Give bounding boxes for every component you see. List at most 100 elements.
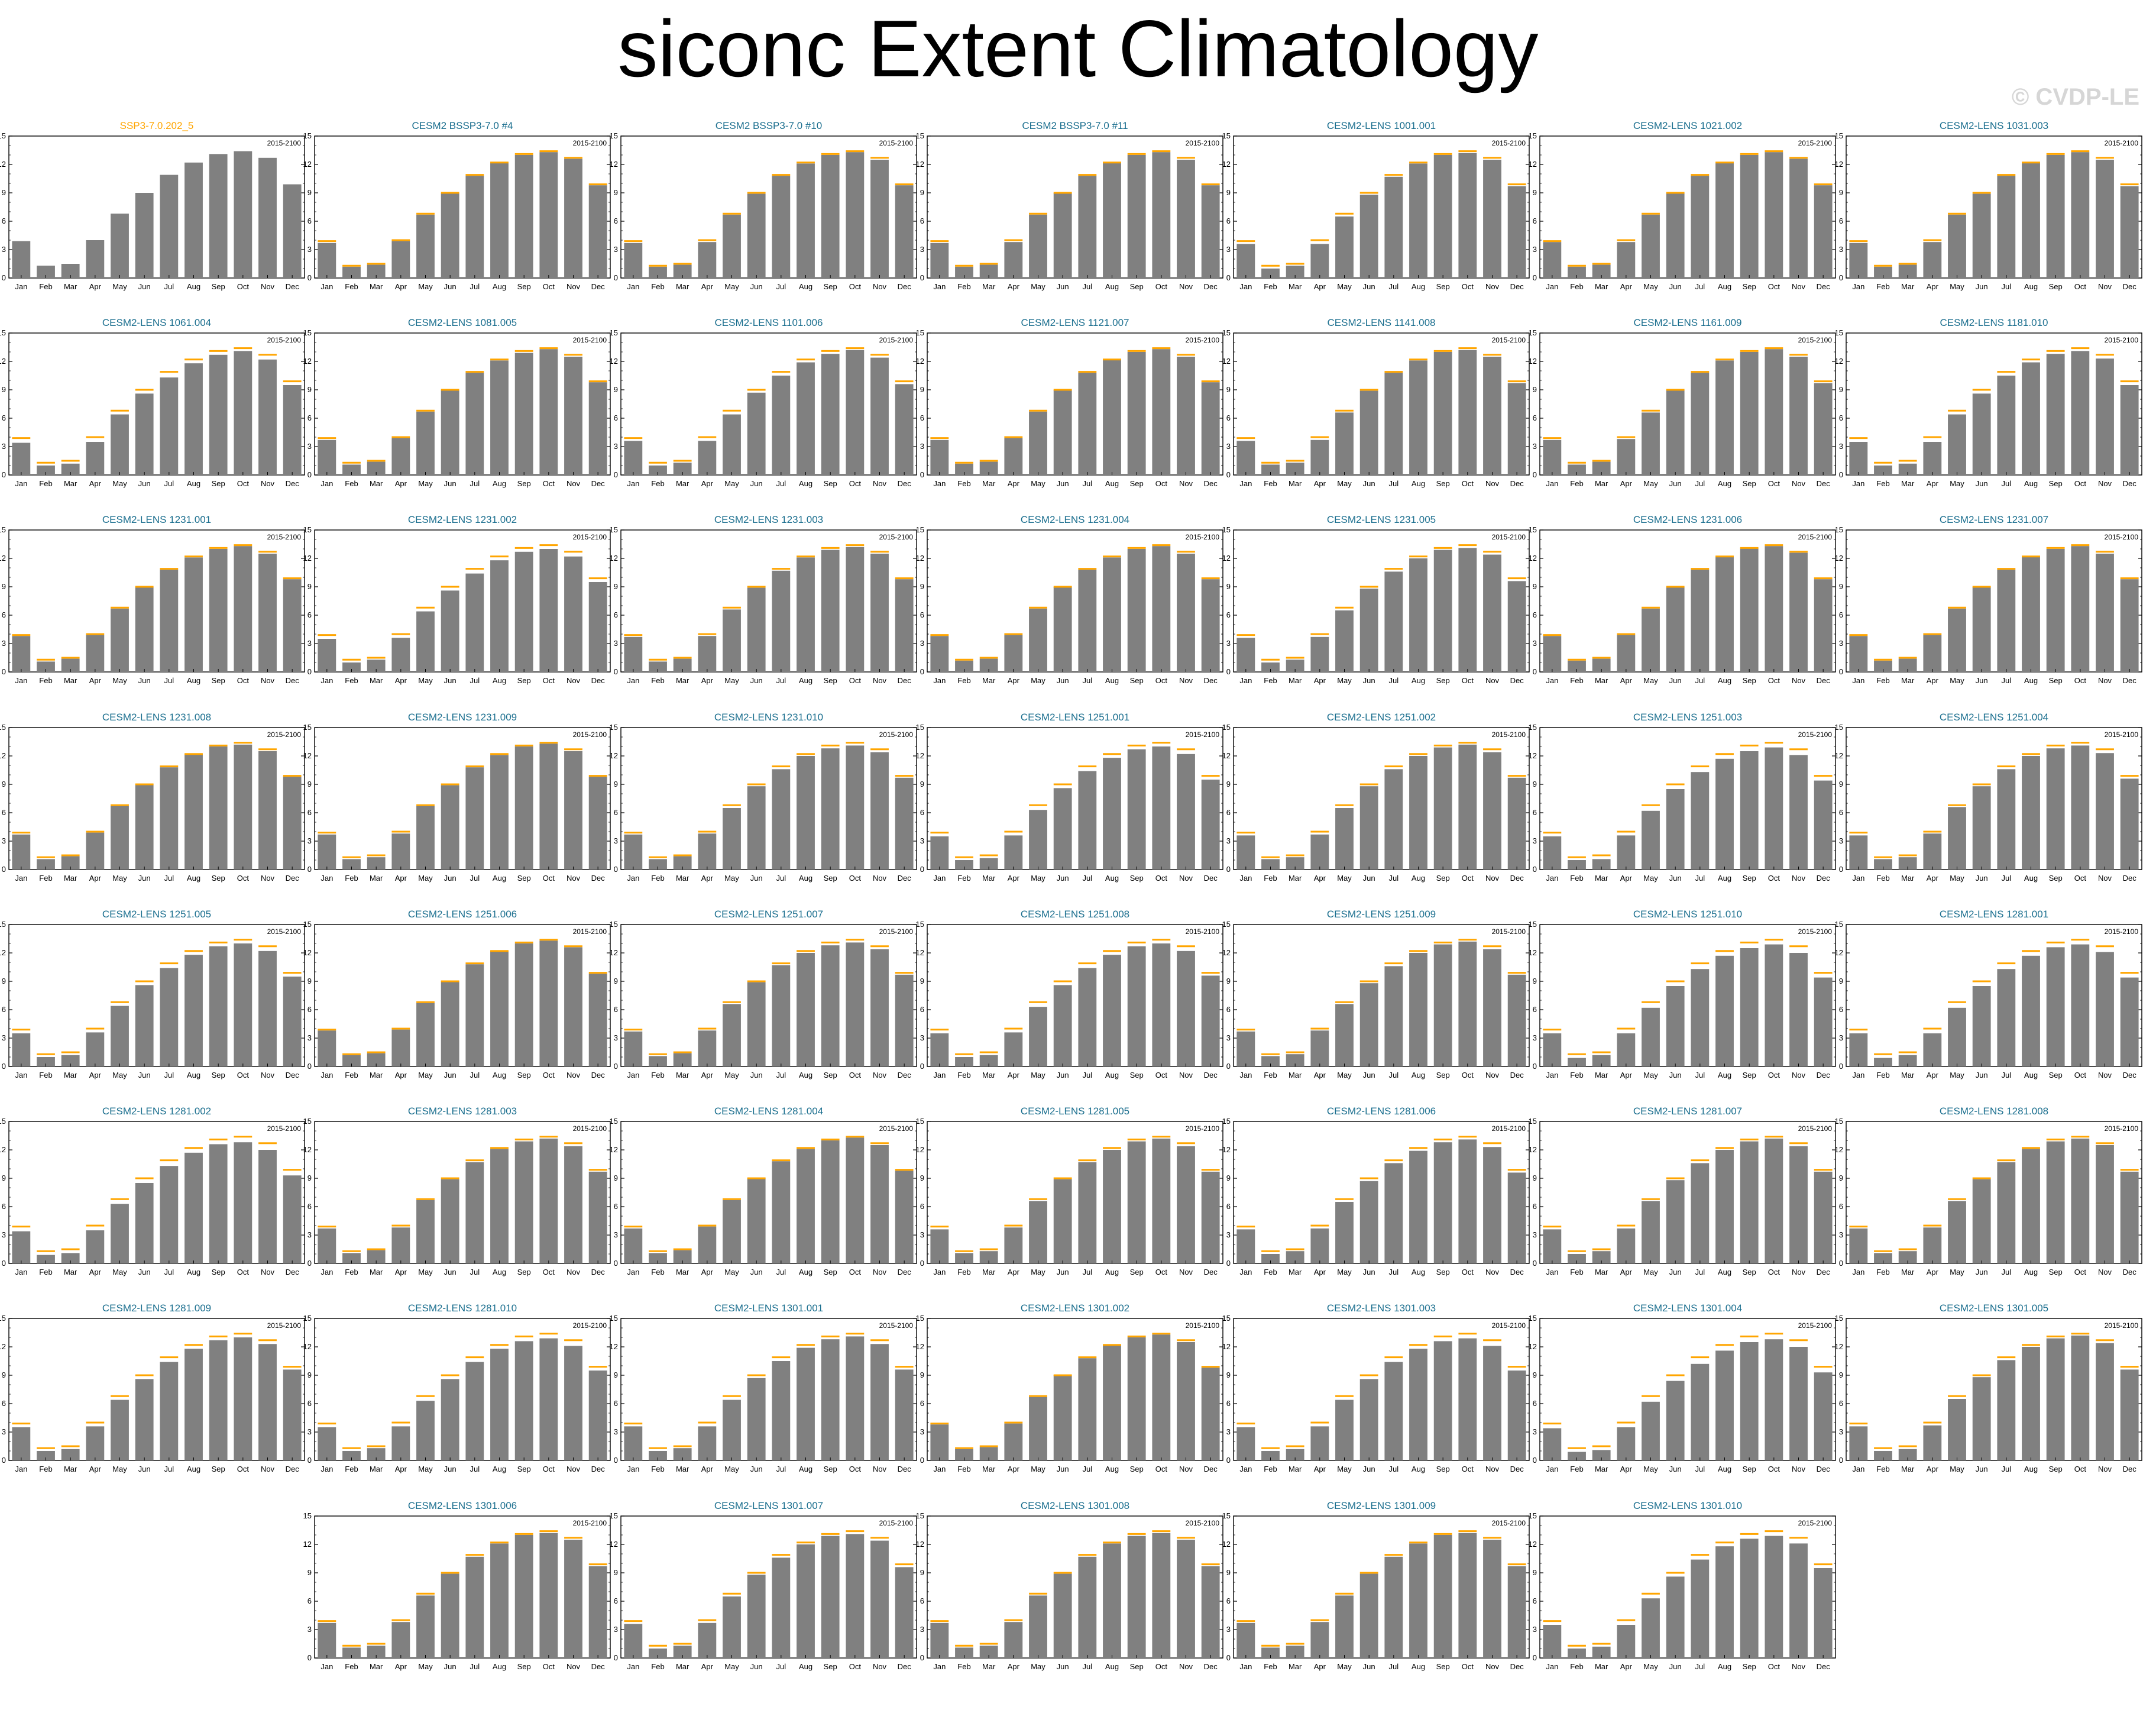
bar — [1335, 808, 1354, 870]
x-tick-label: Mar — [982, 1268, 996, 1276]
y-tick-label: 9 — [614, 1371, 618, 1379]
x-tick-label: Sep — [2049, 1268, 2063, 1276]
bar — [1152, 152, 1171, 278]
y-tick-label: 0 — [307, 273, 312, 282]
x-tick-label: Jun — [1057, 1268, 1069, 1276]
bar — [1458, 941, 1477, 1066]
y-tick-label: 15 — [1222, 131, 1231, 140]
y-tick-label: 6 — [614, 1202, 618, 1211]
y-tick-label: 12 — [0, 1145, 6, 1154]
y-tick-label: 9 — [1226, 1174, 1231, 1182]
bar — [1874, 1058, 1892, 1066]
period-label: 2015-2100 — [1492, 139, 1526, 147]
bar — [821, 748, 840, 870]
bar — [1286, 660, 1304, 672]
period-label: 2015-2100 — [2105, 1124, 2139, 1133]
x-tick-label: Apr — [1008, 676, 1020, 685]
bar — [821, 945, 840, 1066]
x-tick-label: Dec — [1204, 282, 1218, 291]
y-tick-label: 12 — [1222, 160, 1231, 169]
y-tick-label: 0 — [1226, 667, 1231, 676]
bar — [234, 943, 252, 1066]
bar — [1923, 833, 1942, 870]
y-tick-label: 12 — [610, 751, 618, 760]
x-tick-label: Feb — [1264, 676, 1277, 685]
bar — [1458, 153, 1477, 278]
x-tick-label: Nov — [873, 1268, 887, 1276]
x-tick-label: Oct — [849, 479, 862, 488]
x-tick-label: Oct — [2074, 874, 2087, 883]
period-label: 2015-2100 — [573, 1124, 607, 1133]
x-tick-label: Mar — [1289, 282, 1302, 291]
bar — [184, 1349, 203, 1460]
bar — [1261, 662, 1280, 672]
chart-panel: CESM2-LENS 1251.010 2015-2100 0 3 6 9 12 15 Jan F… — [1528, 901, 1847, 1087]
y-tick-label: 6 — [307, 1202, 312, 1211]
bar — [1310, 834, 1329, 870]
x-tick-label: Mar — [982, 1071, 996, 1079]
y-tick-label: 12 — [916, 160, 924, 169]
bar — [111, 1204, 129, 1263]
x-tick-label: Feb — [345, 676, 358, 685]
y-tick-label: 15 — [303, 1117, 312, 1126]
bar — [1849, 1228, 1868, 1263]
x-tick-label: Feb — [1876, 1071, 1889, 1079]
y-tick-label: 15 — [303, 1314, 312, 1323]
x-tick-label: Aug — [493, 479, 506, 488]
x-tick-label: Oct — [543, 676, 555, 685]
period-label: 2015-2100 — [267, 139, 302, 147]
panel-title: CESM2-LENS 1031.003 — [1940, 120, 2048, 131]
bar — [490, 360, 509, 475]
x-tick-label: Sep — [1130, 1071, 1144, 1079]
x-tick-label: Jul — [2002, 282, 2012, 291]
x-tick-label: Jul — [1083, 479, 1093, 488]
x-tick-label: Jul — [1389, 282, 1399, 291]
x-tick-label: Feb — [651, 874, 664, 883]
x-tick-label: Jun — [1363, 479, 1375, 488]
bar — [2120, 778, 2139, 870]
bar — [955, 860, 973, 870]
bar — [135, 1379, 154, 1460]
x-tick-label: May — [1643, 1465, 1658, 1473]
x-tick-label: Jun — [1669, 676, 1682, 685]
y-tick-label: 0 — [307, 1456, 312, 1465]
bar — [797, 756, 815, 870]
panel-title: CESM2-LENS 1281.002 — [102, 1106, 211, 1117]
bar — [698, 1226, 717, 1263]
x-tick-label: Mar — [370, 1071, 383, 1079]
x-tick-label: May — [112, 1268, 127, 1276]
x-tick-label: Aug — [2024, 676, 2038, 685]
x-tick-label: Nov — [873, 1465, 887, 1473]
x-tick-label: May — [1031, 1268, 1045, 1276]
period-label: 2015-2100 — [1492, 1124, 1526, 1133]
bar — [234, 1142, 252, 1263]
x-tick-label: Jul — [164, 676, 174, 685]
chart-panel: CESM2-LENS 1231.007 2015-2100 0 3 6 9 12 15 Jan F… — [1834, 506, 2154, 693]
y-tick-label: 12 — [1222, 948, 1231, 957]
bar — [1898, 658, 1917, 672]
x-tick-label: Nov — [873, 479, 887, 488]
x-tick-label: Dec — [591, 676, 606, 685]
bar — [465, 373, 484, 475]
x-tick-label: Jun — [1363, 676, 1375, 685]
y-tick-label: 15 — [1835, 723, 1843, 732]
y-tick-label: 9 — [614, 977, 618, 985]
bar — [2046, 748, 2065, 870]
x-tick-label: Jun — [444, 479, 457, 488]
x-tick-label: Mar — [982, 282, 996, 291]
y-tick-label: 0 — [1226, 865, 1231, 874]
bar — [1359, 1181, 1378, 1263]
bar — [1715, 1350, 1734, 1460]
x-tick-label: May — [418, 282, 433, 291]
x-tick-label: Apr — [1927, 676, 1939, 685]
x-tick-label: Feb — [345, 874, 358, 883]
x-tick-label: May — [1643, 1071, 1658, 1079]
x-tick-label: Feb — [1876, 676, 1889, 685]
y-tick-label: 12 — [1529, 1145, 1537, 1154]
x-tick-label: Nov — [1792, 874, 1806, 883]
